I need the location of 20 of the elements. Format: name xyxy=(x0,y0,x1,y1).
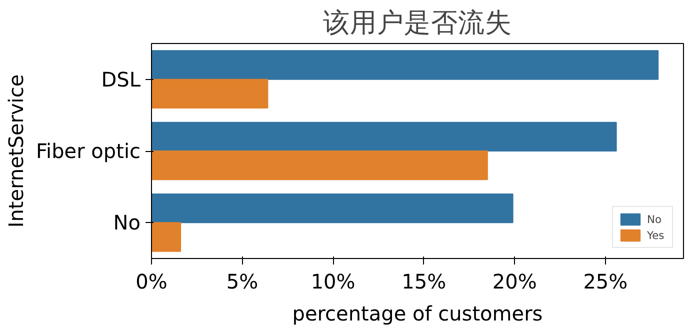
x-tick-label: 0% xyxy=(136,270,168,294)
x-tick-label: 25% xyxy=(583,270,628,294)
bar xyxy=(152,194,514,224)
y-tick-label: Fiber optic xyxy=(36,139,141,163)
x-tick-label: 15% xyxy=(402,270,446,294)
y-tick-label: DSL xyxy=(101,67,142,92)
bar xyxy=(152,78,268,108)
x-axis-title: percentage of customers xyxy=(292,302,543,326)
bar xyxy=(152,222,182,252)
x-tick-label: 20% xyxy=(492,270,537,294)
bar xyxy=(152,150,488,180)
legend-label: No xyxy=(647,212,662,226)
bar xyxy=(152,50,659,80)
x-tick-label: 5% xyxy=(226,270,258,294)
legend-label: Yes xyxy=(647,228,666,242)
y-tick-label: No xyxy=(113,210,141,235)
y-axis-title: InternetService xyxy=(4,74,28,228)
bar xyxy=(152,122,617,152)
chart-title: 该用户是否流失 xyxy=(323,8,512,38)
x-tick-label: 10% xyxy=(310,270,356,294)
